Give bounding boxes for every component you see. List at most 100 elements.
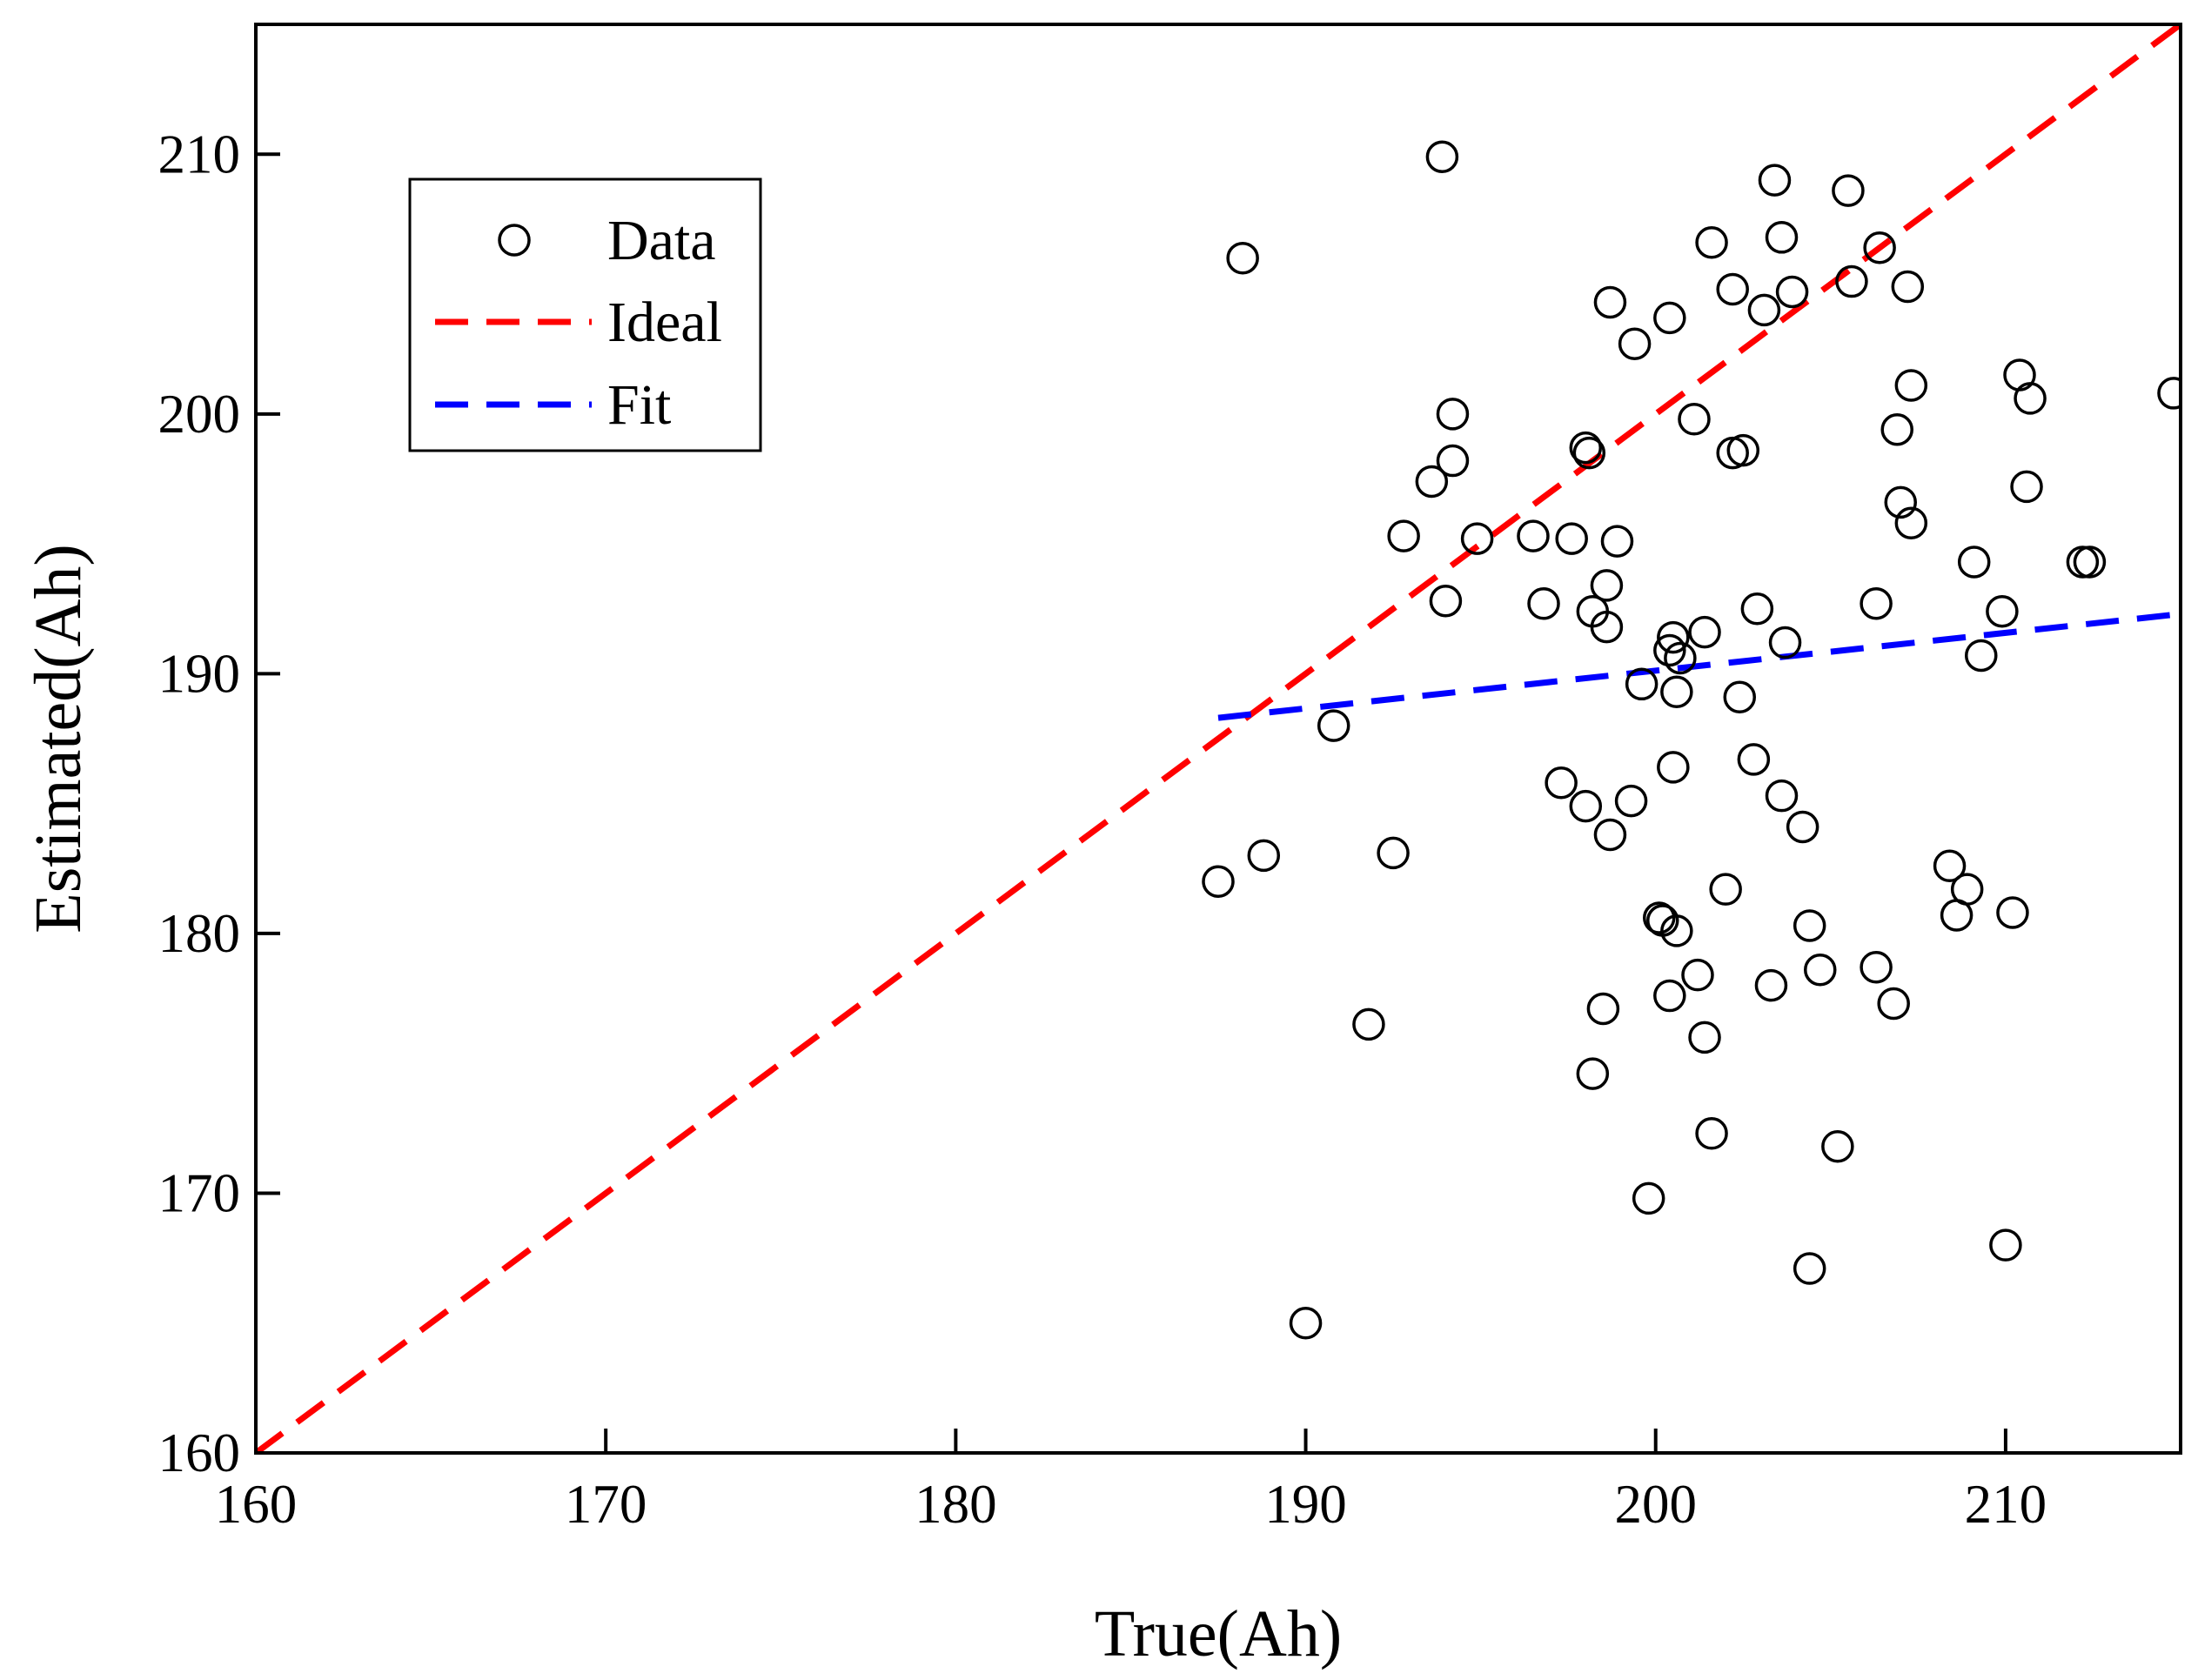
data-point (1569, 789, 1603, 823)
data-point (1387, 519, 1420, 552)
data-point (2010, 470, 2043, 504)
data-point (1593, 818, 1627, 852)
data-point (1716, 436, 1749, 470)
data-point (2003, 358, 2036, 392)
data-point (1653, 979, 1686, 1013)
data-point (1436, 398, 1470, 431)
data-point (1996, 896, 2029, 929)
legend-label-fit: Fit (607, 373, 671, 437)
data-point (1642, 901, 1676, 934)
plot-frame (254, 23, 2182, 1455)
data-point (1545, 766, 1578, 800)
data-point (1768, 626, 1802, 659)
y-tick-label: 210 (158, 124, 241, 184)
data-point (1793, 909, 1826, 942)
y-tick-label: 160 (158, 1422, 241, 1483)
data-point (1653, 301, 1686, 335)
data-point (1695, 1117, 1728, 1150)
data-point (1632, 1181, 1665, 1215)
data-point (1709, 873, 1742, 906)
data-point (1754, 968, 1788, 1002)
legend: Data Ideal Fit (408, 177, 762, 452)
y-tick-label: 170 (158, 1162, 241, 1223)
data-point (1681, 958, 1714, 992)
data-point (1657, 620, 1690, 654)
x-tick-label: 170 (565, 1474, 647, 1535)
data-point (1247, 839, 1281, 873)
data-point (1614, 784, 1648, 818)
data-point (1880, 412, 1913, 446)
data-point (1716, 272, 1749, 306)
data-point (1747, 293, 1781, 327)
data-point (1758, 164, 1792, 197)
data-point (1832, 174, 1865, 207)
legend-label-data: Data (607, 209, 716, 272)
data-point (1723, 680, 1757, 713)
data-point (1289, 1306, 1323, 1340)
data-point (2073, 545, 2107, 579)
data-point (1965, 639, 1998, 673)
data-point (1576, 1057, 1610, 1090)
data-point (1660, 914, 1693, 947)
fit-line (1217, 611, 2181, 721)
data-point (1891, 270, 1925, 304)
y-axis: 160 170 180 190 200 210 (158, 124, 280, 1483)
data-point (1429, 585, 1463, 618)
data-point (1821, 1129, 1854, 1163)
data-point (1517, 519, 1550, 552)
data-point (1590, 569, 1624, 602)
data-point (1377, 836, 1410, 870)
data-point (2014, 382, 2047, 415)
data-point (1555, 522, 1588, 555)
data-point (1860, 950, 1893, 984)
data-point (1425, 140, 1459, 174)
data-point (1835, 264, 1868, 298)
data-point (2157, 377, 2181, 410)
data-point (1202, 865, 1235, 898)
data-point (1726, 433, 1760, 467)
data-point (1572, 436, 1606, 470)
x-tick-label: 160 (215, 1474, 298, 1535)
data-point (1586, 992, 1620, 1026)
data-point (2066, 545, 2100, 579)
data-point (1688, 615, 1721, 649)
x-tick-label: 200 (1614, 1474, 1697, 1535)
plot-marks (256, 24, 2181, 1453)
data-point (1786, 810, 1819, 844)
data-point (1957, 545, 1991, 579)
data-point (1877, 987, 1910, 1021)
ideal-line (256, 24, 2181, 1453)
data-point (1894, 369, 1928, 402)
data-point (1950, 873, 1984, 906)
data-point (1793, 1252, 1826, 1285)
data-point (1226, 241, 1259, 275)
legend-label-ideal: Ideal (607, 291, 722, 354)
data-point (1600, 525, 1634, 558)
data-point (1660, 675, 1693, 709)
data-point (1740, 592, 1774, 626)
data-point (1933, 849, 1967, 883)
data-point (1436, 444, 1470, 478)
data-point (1765, 221, 1799, 254)
x-axis-label: True(Ah) (1095, 1597, 1342, 1670)
data-point (1775, 275, 1809, 309)
x-tick-label: 210 (1965, 1474, 2047, 1535)
y-tick-label: 200 (158, 384, 241, 445)
x-tick-label: 180 (915, 1474, 997, 1535)
data-point (1657, 751, 1690, 784)
data-point (1804, 953, 1837, 987)
data-point (1653, 633, 1686, 667)
data-point (1625, 667, 1659, 701)
data-point (1527, 587, 1560, 620)
data-point (1460, 522, 1494, 555)
data-point (1618, 327, 1652, 360)
legend-box (408, 177, 762, 452)
y-axis-label: Estimated(Ah) (22, 544, 95, 933)
data-point (1569, 431, 1603, 465)
data-point (1863, 231, 1896, 264)
data-point (1688, 1021, 1721, 1054)
y-tick-label: 180 (158, 903, 241, 964)
data-point (1695, 226, 1728, 259)
x-axis: 160 170 180 190 200 210 (215, 1429, 2047, 1535)
